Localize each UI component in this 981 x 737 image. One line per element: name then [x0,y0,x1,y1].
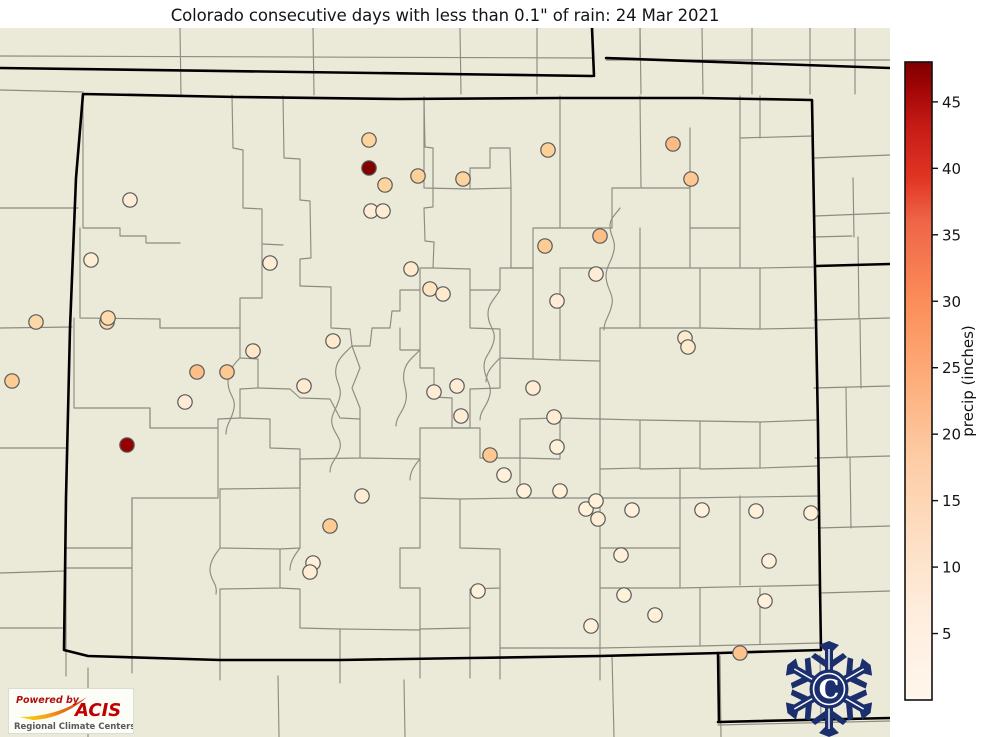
snowflake-icon: C [785,641,873,737]
station-marker[interactable] [361,132,377,148]
snowflake-letter: C [819,675,840,705]
station-marker[interactable] [552,483,568,499]
station-marker[interactable] [540,142,556,158]
colorbar-tick-label: 10 [942,559,961,577]
colorbar-tick-label: 30 [942,293,961,311]
station-marker[interactable] [410,168,426,184]
station-marker[interactable] [588,493,604,509]
station-marker[interactable] [100,310,116,326]
station-marker[interactable] [665,136,681,152]
station-marker[interactable] [377,177,393,193]
colorbar-ticks: 5 10 15 20 25 30 35 40 45 [932,93,961,643]
station-marker[interactable] [613,547,629,563]
colorbar-tick-label: 20 [942,426,961,444]
station-marker[interactable] [119,437,135,453]
station-marker[interactable] [296,378,312,394]
station-marker[interactable] [322,518,338,534]
station-marker[interactable] [302,564,318,580]
station-marker[interactable] [748,503,764,519]
acis-brand: ACIS [73,700,121,721]
station-marker[interactable] [453,408,469,424]
station-marker[interactable] [592,228,608,244]
acis-logo: Powered by ACIS Regional Climate Centers [8,688,134,734]
colorbar-panel[interactable]: 5 10 15 20 25 30 35 40 45 precip (inches) [900,28,981,737]
station-marker[interactable] [122,192,138,208]
station-marker[interactable] [325,333,341,349]
map-panel[interactable] [0,28,890,737]
station-marker[interactable] [219,364,235,380]
colorbar-tick-label: 25 [942,359,961,377]
station-marker[interactable] [354,488,370,504]
station-marker[interactable] [422,281,438,297]
colorado-map[interactable] [0,28,890,737]
station-marker[interactable] [482,447,498,463]
station-marker[interactable] [537,238,553,254]
station-marker[interactable] [83,252,99,268]
station-marker[interactable] [588,266,604,282]
station-marker[interactable] [694,502,710,518]
station-marker[interactable] [525,380,541,396]
station-marker[interactable] [546,409,562,425]
colorbar-tick-label: 35 [942,226,961,244]
station-marker[interactable] [449,378,465,394]
map-background [0,28,890,737]
colorbar-tick-label: 5 [942,625,952,643]
acis-subtitle: Regional Climate Centers [14,722,133,732]
station-marker[interactable] [549,439,565,455]
station-marker[interactable] [683,171,699,187]
colorbar-axis-label: precip (inches) [959,325,977,436]
colorbar-tick-label: 40 [942,160,961,178]
station-marker[interactable] [426,384,442,400]
acis-powered-by: Powered by [16,695,80,706]
station-marker[interactable] [680,339,696,355]
station-marker[interactable] [583,618,599,634]
station-marker[interactable] [4,373,20,389]
station-marker[interactable] [361,160,377,176]
colorbar[interactable]: 5 10 15 20 25 30 35 40 45 precip (inches) [900,28,981,737]
acis-logo-graphic: Powered by ACIS Regional Climate Centers [9,689,133,733]
station-marker[interactable] [189,364,205,380]
snowflake-logo: C [781,641,877,737]
station-marker[interactable] [375,203,391,219]
station-marker[interactable] [732,645,748,661]
state-boundaries [0,28,890,724]
station-marker[interactable] [435,286,451,302]
station-marker[interactable] [647,607,663,623]
colorbar-gradient [904,61,933,701]
colorbar-tick-label: 15 [942,492,961,510]
page-title: Colorado consecutive days with less than… [170,5,720,25]
acis-swoosh-icon [19,697,87,720]
station-marker[interactable] [177,394,193,410]
station-marker[interactable] [549,293,565,309]
station-markers[interactable] [4,132,819,661]
station-marker[interactable] [590,511,606,527]
station-marker[interactable] [761,553,777,569]
station-marker[interactable] [757,593,773,609]
station-marker[interactable] [245,343,261,359]
county-boundaries [0,28,890,737]
station-marker[interactable] [496,467,512,483]
colorbar-tick-label: 45 [942,93,961,111]
station-marker[interactable] [616,587,632,603]
station-marker[interactable] [262,255,278,271]
station-marker[interactable] [455,171,471,187]
station-marker[interactable] [516,483,532,499]
station-marker[interactable] [624,502,640,518]
station-marker[interactable] [470,583,486,599]
station-marker[interactable] [403,261,419,277]
station-marker[interactable] [803,505,819,521]
station-marker[interactable] [28,314,44,330]
